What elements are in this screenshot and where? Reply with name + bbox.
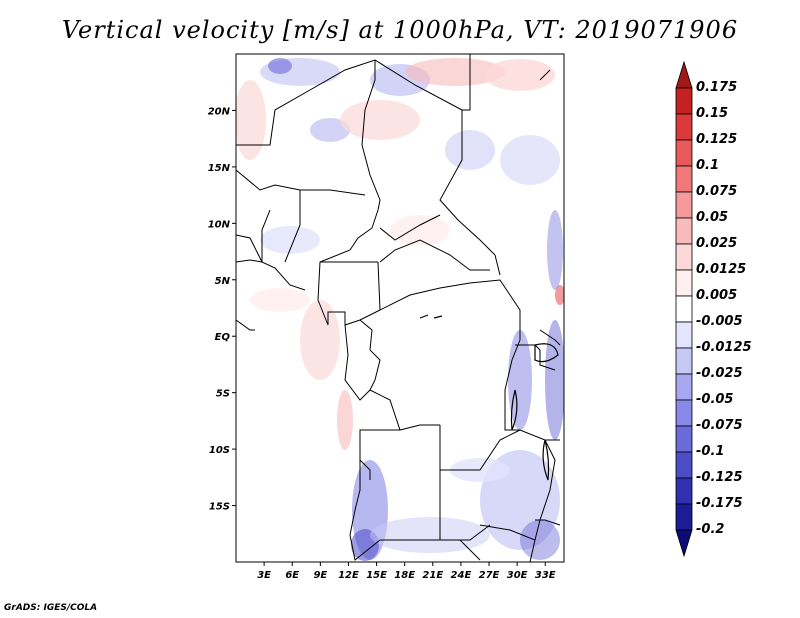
lat-tick-label: 20N	[208, 106, 231, 117]
lat-tick-label: 15N	[208, 163, 231, 174]
lon-tick-label: 15E	[366, 570, 387, 581]
colorbar-swatch	[675, 269, 693, 297]
colorbar-label: 0.075	[696, 184, 738, 199]
lat-tick-label: 5N	[215, 276, 231, 287]
colorbar-swatch	[675, 217, 693, 245]
longitude-axis: 3E 6E 9E 12E 15E 18E 21E 24E 27E 30E 33E	[257, 562, 556, 581]
lon-tick-label: 27E	[479, 570, 500, 581]
lon-tick-label: 18E	[394, 570, 415, 581]
colorbar-label: 0.005	[696, 288, 738, 303]
colorbar-label: -0.025	[696, 366, 743, 381]
colorbar-label: -0.05	[696, 392, 734, 407]
lat-tick-label: EQ	[215, 332, 231, 343]
lon-tick-label: 6E	[285, 570, 299, 581]
colorbar-label: 0.025	[696, 236, 738, 251]
software-credit: GrADS: IGES/COLA	[4, 603, 98, 613]
colorbar-swatch	[675, 243, 693, 271]
colorbar-swatch	[675, 425, 693, 453]
plot-title: Vertical velocity [m/s] at 1000hPa, VT: …	[61, 16, 739, 44]
colorbar-swatch	[675, 529, 693, 558]
country-borders	[236, 54, 561, 562]
colorbar-swatch	[675, 399, 693, 427]
colorbar-swatch	[675, 139, 693, 167]
lat-tick-label: 10N	[208, 219, 231, 230]
colorbar-label: 0.125	[696, 132, 738, 147]
colorbar-swatch	[675, 191, 693, 219]
map-frame	[235, 53, 565, 563]
colorbar-label: -0.125	[696, 470, 743, 485]
colorbar-label: -0.1	[696, 444, 725, 459]
lon-tick-label: 21E	[422, 570, 443, 581]
colorbar-label: -0.075	[696, 418, 743, 433]
colorbar-label: -0.005	[696, 314, 743, 329]
colorbar	[675, 60, 693, 558]
colorbar-swatch	[675, 165, 693, 193]
colorbar-label: -0.2	[696, 522, 725, 537]
colorbar-label: -0.0125	[696, 340, 752, 355]
colorbar-label: -0.175	[696, 496, 743, 511]
lon-tick-label: 33E	[535, 570, 556, 581]
colorbar-label: 0.15	[696, 106, 729, 121]
lon-tick-label: 24E	[451, 570, 472, 581]
lat-tick-label: 10S	[209, 445, 230, 456]
colorbar-swatch	[675, 113, 693, 141]
velocity-field	[236, 54, 564, 562]
colorbar-swatch	[675, 373, 693, 401]
colorbar-label: 0.175	[696, 80, 738, 95]
colorbar-swatch	[675, 87, 693, 115]
colorbar-swatch	[675, 347, 693, 375]
lon-tick-label: 30E	[507, 570, 528, 581]
colorbar-swatch	[675, 295, 693, 323]
lon-tick-label: 12E	[338, 570, 359, 581]
latitude-axis: 20N 15N 10N 5N EQ 5S 10S 15S	[208, 106, 236, 513]
lon-tick-label: 3E	[257, 570, 271, 581]
lat-tick-label: 15S	[209, 502, 230, 513]
lon-tick-label: 9E	[313, 570, 327, 581]
colorbar-swatch	[675, 60, 693, 89]
colorbar-label: 0.1	[696, 158, 720, 173]
colorbar-label: 0.05	[696, 210, 729, 225]
colorbar-label: 0.0125	[696, 262, 747, 277]
colorbar-swatch	[675, 503, 693, 531]
colorbar-swatch	[675, 451, 693, 479]
colorbar-swatch	[675, 477, 693, 505]
lakes	[419, 314, 559, 481]
colorbar-swatch	[675, 321, 693, 349]
lat-tick-label: 5S	[216, 389, 230, 400]
